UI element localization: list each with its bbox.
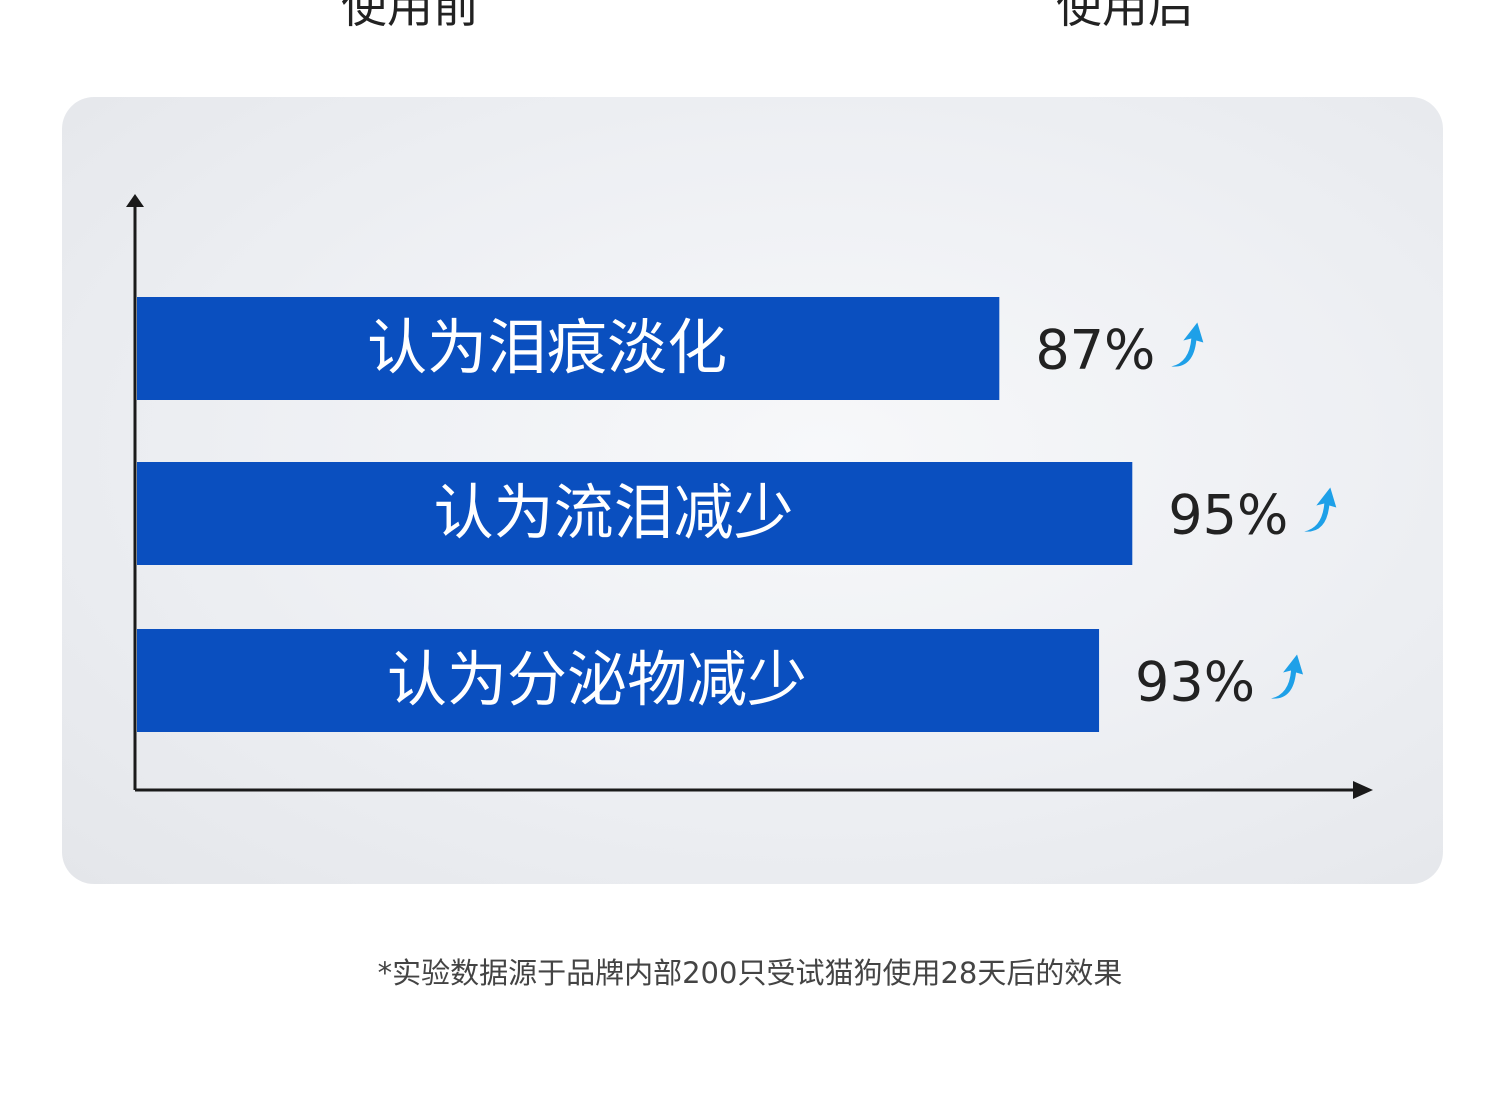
bar-value-label: 87% — [1035, 319, 1155, 382]
up-arrow-icon — [1171, 322, 1204, 367]
bar — [137, 462, 1133, 565]
after-label: 使用后 — [1056, 0, 1194, 33]
up-arrow-icon — [1271, 654, 1304, 699]
bar-category-label: 认为分泌物减少 — [387, 646, 807, 716]
footnote: *实验数据源于品牌内部200只受试猫狗使用28天后的效果 — [377, 956, 1123, 990]
x-axis-arrow — [1353, 781, 1373, 799]
bar — [137, 629, 1100, 732]
bar — [137, 297, 1000, 400]
up-arrow-icon — [1304, 487, 1337, 532]
bar-value-label: 93% — [1135, 651, 1255, 714]
before-label: 使用前 — [341, 0, 479, 33]
bar-value-label: 95% — [1168, 484, 1288, 547]
y-axis-arrow — [126, 194, 144, 207]
bar-category-label: 认为流泪减少 — [434, 479, 794, 549]
bar-category-label: 认为泪痕淡化 — [367, 314, 727, 384]
